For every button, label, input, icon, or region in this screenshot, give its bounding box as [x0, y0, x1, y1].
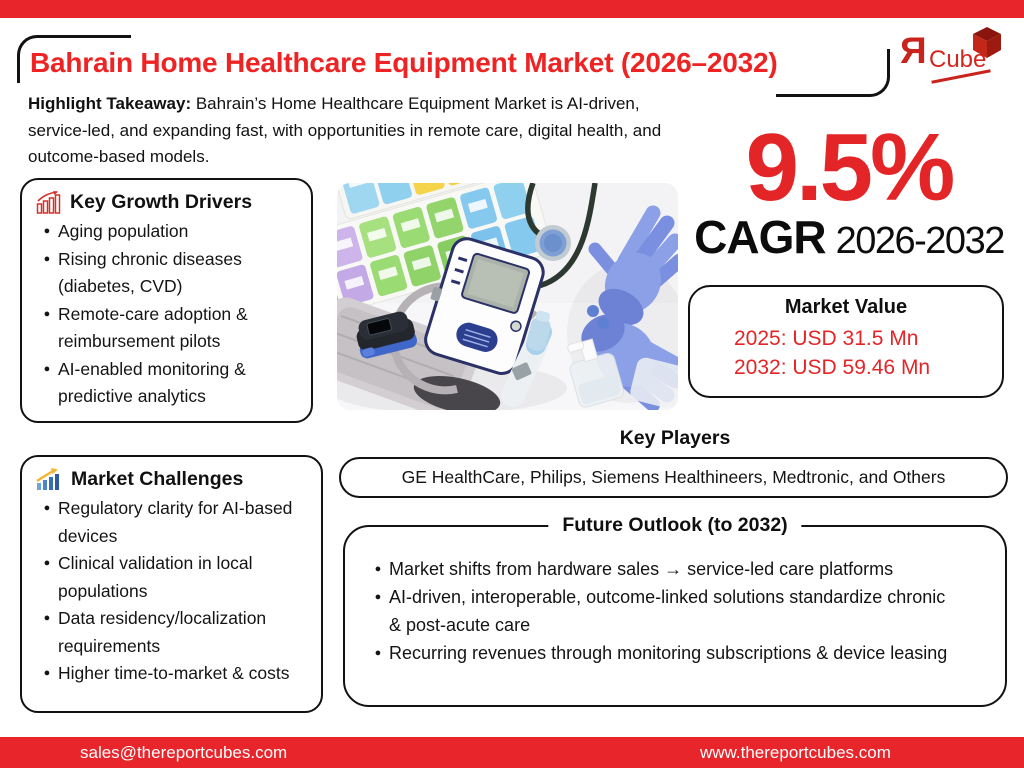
- highlight-takeaway: Highlight Takeaway: Bahrain’s Home Healt…: [28, 91, 728, 171]
- title-bracket-top-left: [17, 35, 131, 83]
- list-item: ● Higher time-to-market & costs: [36, 660, 311, 688]
- bullet-dot: ●: [43, 557, 51, 569]
- logo-reversed-r: Я: [900, 30, 927, 71]
- bullet-dot: ●: [43, 362, 51, 375]
- bullet-dot: ●: [43, 612, 51, 624]
- colored-bar-chart-icon: [36, 468, 59, 490]
- bullet-dot: ●: [374, 591, 382, 603]
- cagr-value: 9.5%: [745, 114, 956, 221]
- cagr-period: 2026-2032: [835, 220, 1006, 262]
- growth-drivers-list: ● Aging population ● Rising chronic diseas…: [36, 218, 301, 411]
- list-item: ● AI-driven, interoperable, outcome-linke…: [367, 583, 1005, 639]
- bp-monitor-illustration: [424, 237, 545, 376]
- bullet-dot: ●: [43, 307, 51, 320]
- sanitizer-bottle-illustration: [567, 338, 625, 408]
- takeaway-line: Highlight Takeaway: Bahrain’s Home Healt…: [28, 91, 728, 118]
- healthcare-equipment-photo: [337, 183, 678, 410]
- market-challenges-box: Market Challenges ● Regulatory clarity fo…: [20, 455, 323, 713]
- list-item: ● Regulatory clarity for AI-based devices: [36, 495, 311, 550]
- list-item: ● Rising chronic diseases (diabetes, CVD): [36, 246, 301, 301]
- key-players-title: Key Players: [619, 427, 731, 449]
- top-red-bar: [0, 0, 1024, 18]
- list-item: ● Data residency/localization requirements: [36, 605, 311, 660]
- future-outlook-box: Future Outlook (to 2032) ● Market shifts …: [343, 514, 1007, 707]
- market-value-title: Market Value: [784, 296, 908, 318]
- footer-red-bar: [0, 737, 1024, 768]
- future-outlook-title: Future Outlook (to 2032): [548, 514, 802, 537]
- bullet-dot: ●: [43, 252, 51, 265]
- list-item: ● Market shifts from hardware sales → ser…: [367, 555, 1005, 583]
- title-block: Bahrain Home Healthcare Equipment Market…: [17, 35, 890, 97]
- pulse-oximeter-illustration: [356, 311, 417, 359]
- bullet-dot: ●: [43, 667, 51, 679]
- key-growth-drivers-box: Key Growth Drivers ● Aging population ● Ri…: [20, 178, 313, 423]
- bullet-dot: ●: [43, 502, 51, 514]
- thermometer-illustration: [501, 310, 552, 407]
- bullet-dot: ●: [374, 563, 382, 575]
- cagr-label: CAGR: [694, 211, 826, 263]
- list-item: ● Recurring revenues through monitoring s…: [367, 639, 1005, 667]
- takeaway-text: Bahrain’s Home Healthcare Equipment Mark…: [191, 94, 640, 113]
- pill-organizer-illustration: [337, 183, 558, 322]
- report-cube-logo: Я Cube: [898, 27, 1008, 86]
- growth-drivers-title: Key Growth Drivers: [70, 191, 253, 213]
- list-item: ● Clinical validation in local populations: [36, 550, 311, 605]
- challenges-heading: Market Challenges: [36, 468, 311, 491]
- list-item: ● Aging population: [36, 218, 301, 246]
- challenges-list: ● Regulatory clarity for AI-based devices …: [36, 495, 311, 688]
- future-outlook-list: ● Market shifts from hardware sales → ser…: [345, 555, 1005, 667]
- list-item: ● AI-enabled monitoring & predictive analy…: [36, 356, 301, 411]
- title-bracket-bottom-right: [776, 49, 890, 97]
- red-bar-chart-icon: [36, 191, 61, 214]
- takeaway-line: service-led, and expanding fast, with op…: [28, 120, 662, 140]
- cube-icon: [973, 27, 1001, 58]
- market-value-box: Market Value 2025: USD 31.5 Mn 2032: USD…: [688, 285, 1004, 398]
- takeaway-label: Highlight Takeaway:: [28, 94, 192, 113]
- page-title: Bahrain Home Healthcare Equipment Market…: [30, 47, 778, 78]
- key-players-companies: GE HealthCare, Philips, Siemens Healthin…: [401, 467, 946, 487]
- list-item: ● Remote-care adoption & reimbursement pil…: [36, 301, 301, 356]
- key-players-pill: GE HealthCare, Philips, Siemens Healthin…: [339, 457, 1008, 498]
- footer-email-link[interactable]: sales@thereportcubes.com: [80, 743, 288, 762]
- footer-website-link[interactable]: www.thereportcubes.com: [700, 743, 891, 762]
- market-value-2032: 2032: USD 59.46 Mn: [734, 356, 931, 379]
- market-value-2025: 2025: USD 31.5 Mn: [734, 327, 919, 350]
- cagr-row: CAGR 2026-2032: [688, 210, 1010, 264]
- challenges-title: Market Challenges: [71, 468, 244, 490]
- growth-drivers-heading: Key Growth Drivers: [36, 191, 301, 214]
- takeaway-line: outcome-based models.: [28, 147, 210, 166]
- market-value-lines: 2025: USD 31.5 Mn 2032: USD 59.46 Mn: [690, 324, 1002, 382]
- bullet-dot: ●: [43, 225, 51, 237]
- bullet-dot: ●: [374, 647, 382, 659]
